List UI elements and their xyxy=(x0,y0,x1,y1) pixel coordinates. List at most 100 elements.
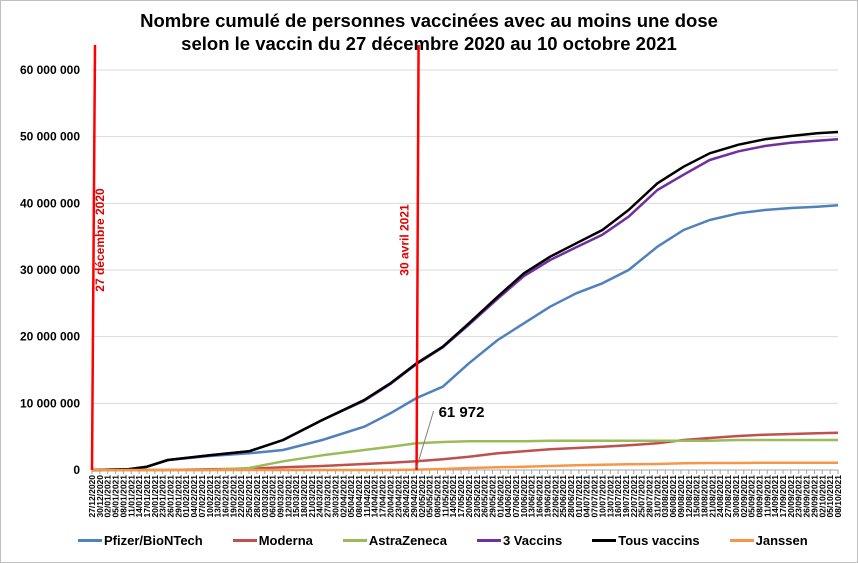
x-tick-label: 04/07/2021 xyxy=(582,475,592,518)
x-tick-label: 30/12/2020 xyxy=(95,475,105,518)
marker-line xyxy=(415,44,420,471)
x-tick-label: 05/09/2021 xyxy=(747,475,757,518)
x-tick-label: 04/06/2021 xyxy=(503,475,513,518)
x-tick-label: 22/02/2021 xyxy=(236,475,246,518)
x-tick-label: 27/03/2021 xyxy=(323,475,333,518)
x-tick-label: 14/09/2021 xyxy=(770,475,780,518)
x-tick-label: 03/08/2021 xyxy=(660,475,670,518)
x-tick-label: 16/02/2021 xyxy=(220,475,230,518)
x-tick-label: 12/08/2021 xyxy=(684,475,694,518)
x-tick-label: 28/02/2021 xyxy=(252,475,262,518)
y-tick-label: 60 000 000 xyxy=(20,63,80,77)
x-tick-label: 10/02/2021 xyxy=(205,475,215,518)
x-tick-label: 27/12/2020 xyxy=(87,475,97,518)
legend-item: 3 Vaccins xyxy=(476,533,563,548)
legend-swatch xyxy=(342,539,367,542)
legend-item: Janssen xyxy=(729,533,808,548)
x-tick-label: 24/08/2021 xyxy=(715,475,725,518)
chart-title-line-1: Nombre cumulé de personnes vaccinées ave… xyxy=(140,10,718,31)
x-tick-label: 20/04/2021 xyxy=(385,475,395,518)
x-tick-label: 16/06/2021 xyxy=(535,475,545,518)
x-tick-label: 02/04/2021 xyxy=(338,475,348,518)
x-tick-label: 30/08/2021 xyxy=(731,475,741,518)
marker-label: 30 avril 2021 xyxy=(398,204,412,276)
legend-swatch xyxy=(729,539,754,542)
x-tick-label: 17/04/2021 xyxy=(378,475,388,518)
x-tick-label: 19/02/2021 xyxy=(228,475,238,518)
x-tick-label: 08/10/2021 xyxy=(833,475,843,518)
x-tick-label: 17/01/2021 xyxy=(142,475,152,518)
x-tick-label: 17/09/2021 xyxy=(778,475,788,518)
x-tick-label: 22/07/2021 xyxy=(629,475,639,518)
x-tick-label: 03/03/2021 xyxy=(260,475,270,518)
x-tick-label: 20/09/2021 xyxy=(786,475,796,518)
x-tick-label: 15/03/2021 xyxy=(291,475,301,518)
x-tick-label: 14/05/2021 xyxy=(448,475,458,518)
legend-label: AstraZeneca xyxy=(368,533,447,548)
x-tick-label: 23/05/2021 xyxy=(472,475,482,518)
legend-label: Pfizer/BioNTech xyxy=(104,533,203,548)
x-tick-label: 07/06/2021 xyxy=(511,475,521,518)
annotation-label: 61 972 xyxy=(439,404,485,421)
x-tick-label: 23/04/2021 xyxy=(393,475,403,518)
y-tick-label: 30 000 000 xyxy=(20,263,80,277)
legend-item: Pfizer/BioNTech xyxy=(78,533,203,548)
x-tick-label: 28/07/2021 xyxy=(645,475,655,518)
legend-label: 3 Vaccins xyxy=(502,533,563,548)
x-tick-label: 02/09/2021 xyxy=(739,475,749,518)
legend-label: Tous vaccins xyxy=(618,533,700,548)
y-tick-label: 50 000 000 xyxy=(20,130,80,144)
x-tick-label: 31/07/2021 xyxy=(652,475,662,518)
x-tick-label: 23/09/2021 xyxy=(794,475,804,518)
x-tick-label: 27/08/2021 xyxy=(723,475,733,518)
x-tick-label: 29/04/2021 xyxy=(409,475,419,518)
legend-item: AstraZeneca xyxy=(342,533,447,548)
x-tick-label: 13/06/2021 xyxy=(527,475,537,518)
x-tick-label: 09/03/2021 xyxy=(275,475,285,518)
x-tick-label: 24/03/2021 xyxy=(315,475,325,518)
series-line-pfizer-biontech xyxy=(91,204,839,472)
x-tick-label: 11/01/2021 xyxy=(126,475,136,517)
x-tick-label: 05/01/2021 xyxy=(111,475,121,518)
x-tick-label: 01/07/2021 xyxy=(574,475,584,518)
marker-line xyxy=(90,44,97,471)
x-tick-label: 25/07/2021 xyxy=(637,475,647,518)
x-tick-label: 10/07/2021 xyxy=(597,475,607,518)
x-tick-label: 21/03/2021 xyxy=(307,475,317,518)
y-tick-label: 20 000 000 xyxy=(20,330,80,344)
x-tick-label: 08/04/2021 xyxy=(354,475,364,518)
x-tick-label: 30/03/2021 xyxy=(330,475,340,518)
series-line-janssen xyxy=(92,461,838,472)
x-tick-label: 23/01/2021 xyxy=(158,475,168,518)
x-tick-label: 29/05/2021 xyxy=(487,475,497,518)
x-tick-label: 05/05/2021 xyxy=(425,475,435,518)
x-tick-label: 25/06/2021 xyxy=(558,475,568,518)
legend-label: Moderna xyxy=(258,533,313,548)
x-tick-label: 29/01/2021 xyxy=(173,475,183,518)
x-tick-label: 26/09/2021 xyxy=(802,475,812,518)
x-tick-label: 26/05/2021 xyxy=(480,475,490,518)
x-tick-label: 16/07/2021 xyxy=(613,475,623,518)
x-tick-label: 14/01/2021 xyxy=(134,475,144,518)
x-tick-label: 20/05/2021 xyxy=(464,475,474,518)
x-tick-label: 08/09/2021 xyxy=(754,475,764,518)
y-tick-label: 10 000 000 xyxy=(20,396,80,410)
series-line-tous-vaccins xyxy=(91,130,839,472)
x-tick-label: 06/08/2021 xyxy=(668,475,678,518)
x-tick-label: 29/09/2021 xyxy=(809,475,819,518)
x-tick-label: 07/02/2021 xyxy=(197,475,207,518)
x-tick-label: 21/08/2021 xyxy=(707,475,717,518)
x-tick-label: 13/02/2021 xyxy=(213,475,223,518)
x-tick-label: 26/04/2021 xyxy=(401,475,411,518)
legend: Pfizer/BioNTech Moderna AstraZeneca 3 Vacci… xyxy=(78,533,838,548)
x-tick-label: 01/06/2021 xyxy=(495,475,505,518)
legend-swatch xyxy=(78,539,102,542)
x-tick-label: 05/04/2021 xyxy=(346,475,356,518)
x-tick-label: 22/06/2021 xyxy=(550,475,560,518)
legend-label: Janssen xyxy=(755,533,808,548)
x-tick-label: 19/07/2021 xyxy=(621,475,631,518)
x-tick-label: 25/02/2021 xyxy=(244,475,254,518)
marker-label: 27 décembre 2020 xyxy=(93,188,107,292)
x-tick-label: 26/01/2021 xyxy=(166,475,176,518)
